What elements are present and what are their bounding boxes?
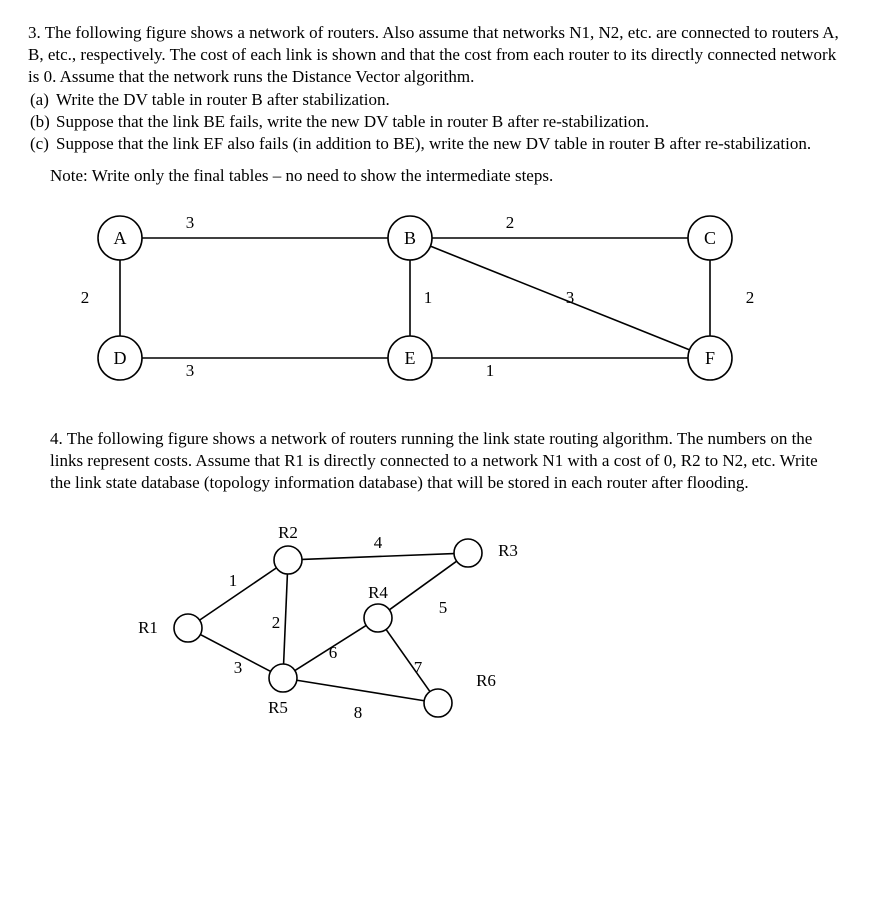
- q3-part-a-label: (a): [30, 89, 56, 111]
- q3-part-b: (b) Suppose that the link BE fails, writ…: [30, 111, 842, 133]
- q3-part-b-label: (b): [30, 111, 56, 133]
- edge-R4-R6: [386, 629, 430, 691]
- edge-weight-A-B: 3: [186, 213, 195, 232]
- node-label-B: B: [404, 228, 416, 248]
- edge-weight-R3-R4: 5: [439, 598, 448, 617]
- edge-weight-R4-R6: 7: [414, 658, 423, 677]
- edge-R1-R2: [200, 567, 277, 619]
- q3-part-c: (c) Suppose that the link EF also fails …: [30, 133, 842, 155]
- node-label-R6: R6: [476, 671, 496, 690]
- node-label-E: E: [405, 348, 416, 368]
- node-R4: [364, 604, 392, 632]
- edge-weight-R2-R5: 2: [272, 613, 281, 632]
- q3-part-a: (a) Write the DV table in router B after…: [30, 89, 842, 111]
- node-R2: [274, 546, 302, 574]
- node-label-F: F: [705, 348, 715, 368]
- edge-weight-B-F: 3: [566, 288, 575, 307]
- q3-graph: 3 2 2 1 2 3 3 1 A B C D E F: [50, 198, 842, 398]
- edge-weight-E-F: 1: [486, 361, 495, 380]
- edge-weight-R2-R3: 4: [374, 533, 383, 552]
- node-R1: [174, 614, 202, 642]
- edge-R2-R3: [302, 553, 454, 559]
- edge-weight-C-F: 2: [746, 288, 755, 307]
- edge-weight-B-C: 2: [506, 213, 515, 232]
- q3-parts: (a) Write the DV table in router B after…: [28, 89, 842, 154]
- node-label-R4: R4: [368, 583, 388, 602]
- node-R6: [424, 689, 452, 717]
- node-label-D: D: [114, 348, 127, 368]
- q3-note: Note: Write only the final tables – no n…: [50, 165, 842, 187]
- q3-part-c-text: Suppose that the link EF also fails (in …: [56, 133, 842, 155]
- edge-weight-A-D: 2: [81, 288, 90, 307]
- q3-part-c-label: (c): [30, 133, 56, 155]
- q4-text: 4. The following figure shows a network …: [50, 428, 830, 493]
- node-label-C: C: [704, 228, 716, 248]
- node-label-R1: R1: [138, 618, 158, 637]
- node-label-R5: R5: [268, 698, 288, 717]
- edge-R2-R5: [284, 573, 288, 663]
- edge-weight-R4-R5: 6: [329, 643, 338, 662]
- edge-B-F: [430, 246, 689, 350]
- node-R3: [454, 539, 482, 567]
- q3-intro: 3. The following figure shows a network …: [28, 22, 842, 87]
- edge-weight-R1-R2: 1: [229, 571, 238, 590]
- q3-part-b-text: Suppose that the link BE fails, write th…: [56, 111, 842, 133]
- edge-weight-B-E: 1: [424, 288, 433, 307]
- node-label-R2: R2: [278, 523, 298, 542]
- page: 3. The following figure shows a network …: [0, 0, 870, 920]
- edge-weight-D-E: 3: [186, 361, 195, 380]
- node-label-A: A: [114, 228, 127, 248]
- edge-R5-R6: [297, 680, 424, 701]
- node-label-R3: R3: [498, 541, 518, 560]
- edge-weight-R1-R5: 3: [234, 658, 243, 677]
- q3-part-a-text: Write the DV table in router B after sta…: [56, 89, 842, 111]
- edge-weight-R5-R6: 8: [354, 703, 363, 722]
- node-R5: [269, 664, 297, 692]
- q4-graph: 1 3 2 4 5 6 7 8 R1 R2 R3 R4 R5 R6: [78, 508, 842, 738]
